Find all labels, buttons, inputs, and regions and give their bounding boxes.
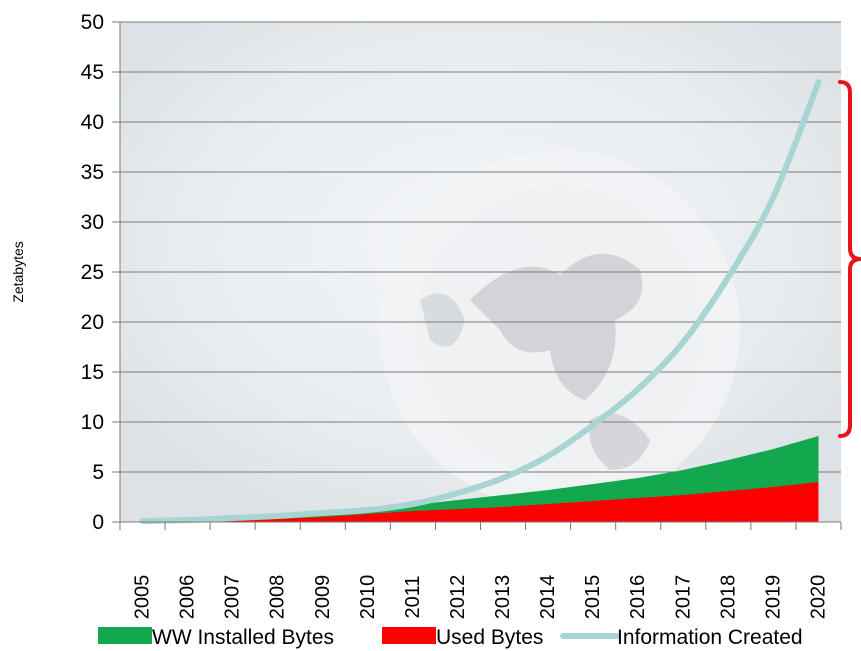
bracket-annotation-path [838, 80, 861, 438]
y-tick-label: 15 [81, 361, 104, 384]
x-tick-label: 2005 [132, 575, 154, 620]
y-tick-label: 45 [81, 61, 104, 84]
x-tick-label: 2014 [537, 575, 559, 620]
x-tick-label: 2012 [447, 575, 469, 620]
x-tick-label: 2007 [222, 575, 244, 620]
y-tick-label: 50 [81, 11, 104, 34]
area-used-bytes [142, 482, 819, 522]
y-tick-label: 40 [81, 111, 104, 134]
y-tick-label: 25 [81, 261, 104, 284]
x-tick-label: 2010 [357, 575, 379, 620]
area-series [142, 436, 819, 522]
x-tick-label: 2008 [267, 575, 289, 620]
x-tick-label: 2015 [582, 575, 604, 620]
legend: WW Installed Bytes Used Bytes Information … [98, 626, 803, 649]
x-tick-label: 2018 [717, 575, 739, 620]
line-information-created [139, 79, 822, 524]
axes: 0 5 10 15 20 25 30 35 40 45 50 2005 2006 2007 2008 2009… [81, 11, 842, 620]
y-tick-label: 30 [81, 211, 104, 234]
y-tick-label: 20 [81, 311, 104, 334]
x-tick-label: 2016 [627, 575, 649, 620]
x-tick-label: 2009 [312, 575, 334, 620]
bracket-annotation [838, 80, 861, 438]
x-tick-label: 2020 [807, 575, 829, 620]
y-tick-label: 5 [92, 461, 104, 484]
x-tick-label: 2013 [492, 575, 514, 620]
x-tick-label: 2017 [672, 575, 694, 620]
legend-label-used-bytes: Used Bytes [436, 626, 543, 649]
y-tick-label: 10 [81, 411, 104, 434]
legend-swatch-ww-installed-bytes [98, 627, 152, 644]
gridlines [120, 21, 841, 473]
y-tick-label: 0 [92, 511, 104, 534]
legend-swatch-used-bytes [382, 627, 436, 644]
x-tick-label: 2011 [402, 575, 424, 618]
legend-label-information-created: Information Created [617, 626, 803, 649]
x-tick-label: 2019 [762, 575, 784, 620]
y-tick-label: 35 [81, 161, 104, 184]
legend-label-ww-installed-bytes: WW Installed Bytes [152, 626, 334, 649]
y-axis-label: Zetabytes [10, 241, 26, 302]
line-series [139, 79, 822, 524]
x-tick-label: 2006 [177, 575, 199, 620]
